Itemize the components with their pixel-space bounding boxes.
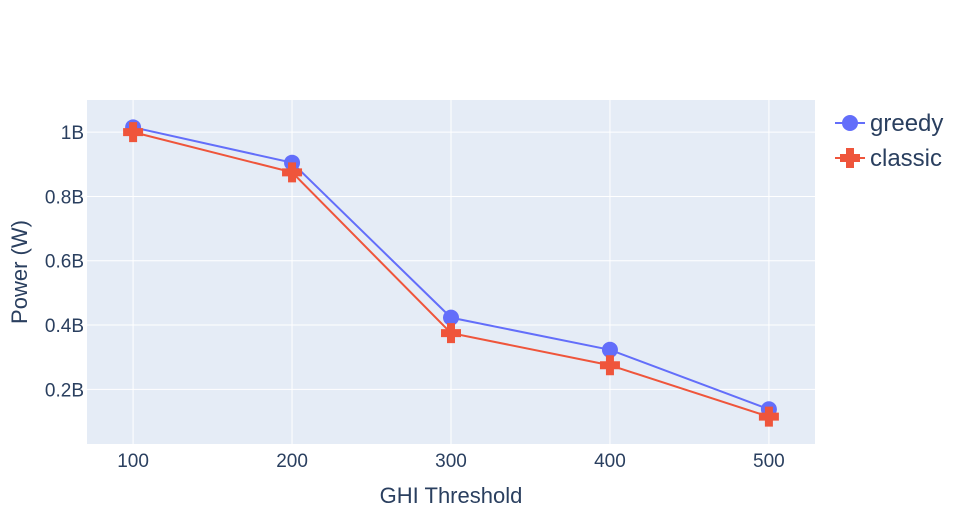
data-point-greedy — [601, 341, 618, 358]
legend-item-greedy[interactable]: greedy — [835, 110, 943, 137]
data-point-classic — [441, 323, 461, 344]
gridlines — [87, 100, 815, 444]
legend: greedy classic — [835, 110, 943, 172]
y-tick-label: 0.2B — [45, 380, 84, 401]
tick-labels: 100 200 300 400 500 0.2B 0.4B 0.6B 0.8B 1B — [45, 123, 785, 472]
data-point-greedy — [443, 309, 459, 326]
x-tick-label: 400 — [594, 451, 626, 472]
legend-marker-classic — [840, 148, 860, 168]
x-tick-label: 100 — [117, 451, 149, 472]
series-layer — [123, 119, 779, 427]
y-tick-label: 1B — [61, 123, 84, 144]
legend-label: classic — [870, 145, 942, 172]
y-tick-label: 0.8B — [45, 187, 84, 208]
data-point-classic — [282, 162, 303, 183]
series-classic — [123, 122, 779, 427]
data-point-classic — [123, 122, 144, 143]
y-axis-title: Power (W) — [7, 220, 32, 324]
x-tick-label: 500 — [753, 451, 785, 472]
legend-item-classic[interactable]: classic — [835, 145, 942, 172]
legend-marker-greedy — [842, 115, 858, 131]
x-tick-label: 200 — [276, 451, 308, 472]
x-tick-label: 300 — [435, 451, 467, 472]
legend-label: greedy — [870, 110, 943, 137]
data-point-classic — [599, 355, 620, 376]
x-axis-title: GHI Threshold — [380, 483, 523, 508]
y-tick-label: 0.4B — [45, 316, 84, 337]
data-point-classic — [758, 406, 779, 427]
y-tick-label: 0.6B — [45, 252, 84, 273]
